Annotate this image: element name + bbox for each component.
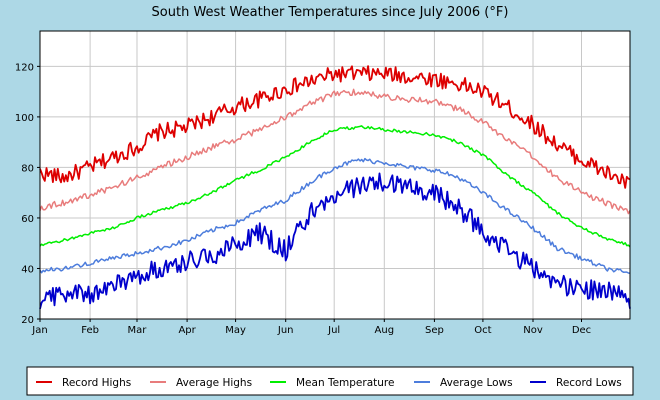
legend: Record Highs Average Highs Mean Temperatur… — [26, 366, 634, 396]
x-tick-label-may: May — [225, 325, 246, 336]
series-layer — [39, 65, 631, 310]
series-line-average-lows — [39, 157, 631, 274]
x-tick-label-feb: Feb — [81, 325, 99, 336]
series-line-mean-temperature — [39, 125, 631, 248]
x-tick-label-jun: Jun — [277, 325, 294, 336]
x-tick-label-nov: Nov — [523, 325, 543, 336]
x-tick-label-mar: Mar — [128, 325, 148, 336]
axes: 20 40 60 80 100 120 Jan Feb Mar Apr May Jun Jul Aug Se… — [15, 62, 591, 336]
y-tick-label: 100 — [15, 113, 34, 124]
chart-title: South West Weather Temperatures since Ju… — [152, 5, 509, 20]
x-tick-label-sep: Sep — [425, 325, 444, 336]
x-tick-label-oct: Oct — [474, 325, 491, 336]
series-line-average-highs — [39, 88, 631, 215]
legend-label: Record Lows — [556, 377, 622, 389]
series-line-record-highs — [39, 65, 631, 189]
series-line-record-lows — [39, 172, 631, 310]
y-tick-label: 40 — [21, 264, 34, 275]
y-tick-label: 80 — [21, 163, 34, 174]
legend-label: Average Highs — [176, 377, 252, 389]
x-tick-label-jan: Jan — [31, 325, 47, 336]
x-tick-label-apr: Apr — [178, 325, 196, 336]
x-tick-label-jul: Jul — [327, 325, 340, 336]
grid-lines — [39, 31, 630, 320]
x-tick-label-aug: Aug — [375, 325, 395, 336]
y-tick-label: 20 — [21, 315, 34, 326]
plot-frame — [39, 30, 631, 320]
y-tick-label: 120 — [15, 62, 34, 73]
legend-label: Mean Temperature — [296, 377, 394, 389]
legend-label: Average Lows — [440, 377, 513, 389]
y-tick-label: 60 — [21, 214, 34, 225]
x-tick-label-dec: Dec — [572, 325, 591, 336]
legend-label: Record Highs — [62, 377, 131, 389]
